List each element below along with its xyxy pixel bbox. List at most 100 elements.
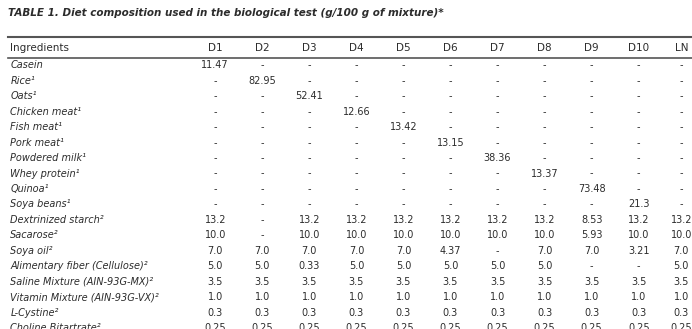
Text: -: -: [680, 153, 683, 163]
Text: 1.0: 1.0: [208, 292, 223, 302]
Text: 1.0: 1.0: [631, 292, 646, 302]
Text: -: -: [590, 122, 594, 132]
Text: -: -: [448, 199, 453, 210]
Text: 10.0: 10.0: [628, 230, 649, 240]
Text: 0.25: 0.25: [251, 323, 273, 329]
Text: 1.0: 1.0: [584, 292, 599, 302]
Text: -: -: [260, 153, 264, 163]
Text: -: -: [354, 60, 358, 70]
Text: 0.3: 0.3: [537, 308, 552, 318]
Text: 3.21: 3.21: [628, 246, 650, 256]
Text: 13.2: 13.2: [534, 215, 556, 225]
Text: 10.0: 10.0: [534, 230, 555, 240]
Text: 13.2: 13.2: [204, 215, 226, 225]
Text: 7.0: 7.0: [396, 246, 411, 256]
Text: 5.0: 5.0: [490, 261, 505, 271]
Text: -: -: [448, 153, 453, 163]
Text: -: -: [590, 60, 594, 70]
Text: -: -: [637, 122, 641, 132]
Text: -: -: [495, 246, 500, 256]
Text: 0.25: 0.25: [534, 323, 556, 329]
Text: -: -: [401, 60, 406, 70]
Text: -: -: [260, 138, 264, 148]
Text: Sacarose²: Sacarose²: [10, 230, 59, 240]
Text: Pork meat¹: Pork meat¹: [10, 138, 64, 148]
Text: 0.25: 0.25: [671, 323, 692, 329]
Text: -: -: [680, 138, 683, 148]
Text: 13.2: 13.2: [298, 215, 320, 225]
Text: -: -: [495, 76, 500, 86]
Text: 5.0: 5.0: [537, 261, 552, 271]
Text: D3: D3: [302, 43, 317, 53]
Text: -: -: [448, 168, 453, 179]
Text: 0.3: 0.3: [349, 308, 364, 318]
Text: 7.0: 7.0: [673, 246, 689, 256]
Text: 0.25: 0.25: [392, 323, 415, 329]
Text: 1.0: 1.0: [673, 292, 689, 302]
Text: -: -: [495, 60, 500, 70]
Text: Powdered milk¹: Powdered milk¹: [10, 153, 86, 163]
Text: -: -: [680, 91, 683, 101]
Text: -: -: [680, 107, 683, 117]
Text: -: -: [213, 199, 217, 210]
Text: -: -: [401, 76, 406, 86]
Text: 1.0: 1.0: [396, 292, 411, 302]
Text: 8.53: 8.53: [581, 215, 603, 225]
Text: 7.0: 7.0: [584, 246, 599, 256]
Text: -: -: [590, 153, 594, 163]
Text: -: -: [590, 138, 594, 148]
Text: 10.0: 10.0: [393, 230, 414, 240]
Text: 13.2: 13.2: [439, 215, 462, 225]
Text: -: -: [260, 199, 264, 210]
Text: 5.0: 5.0: [208, 261, 223, 271]
Text: -: -: [260, 91, 264, 101]
Text: 11.47: 11.47: [201, 60, 229, 70]
Text: -: -: [543, 107, 547, 117]
Text: 0.3: 0.3: [255, 308, 270, 318]
Text: -: -: [401, 168, 406, 179]
Text: 3.5: 3.5: [208, 277, 223, 287]
Text: 73.48: 73.48: [578, 184, 606, 194]
Text: -: -: [354, 76, 358, 86]
Text: D5: D5: [396, 43, 411, 53]
Text: -: -: [637, 138, 641, 148]
Text: 3.5: 3.5: [631, 277, 646, 287]
Text: -: -: [680, 168, 683, 179]
Text: Fish meat¹: Fish meat¹: [10, 122, 62, 132]
Text: D10: D10: [628, 43, 649, 53]
Text: 21.3: 21.3: [628, 199, 650, 210]
Text: -: -: [213, 138, 217, 148]
Text: -: -: [401, 107, 406, 117]
Text: 1.0: 1.0: [255, 292, 270, 302]
Text: 10.0: 10.0: [487, 230, 508, 240]
Text: -: -: [590, 199, 594, 210]
Text: 13.2: 13.2: [486, 215, 509, 225]
Text: 0.25: 0.25: [439, 323, 462, 329]
Text: -: -: [448, 91, 453, 101]
Text: -: -: [637, 261, 641, 271]
Text: Oats¹: Oats¹: [10, 91, 37, 101]
Text: -: -: [495, 138, 500, 148]
Text: 0.25: 0.25: [628, 323, 650, 329]
Text: 13.37: 13.37: [531, 168, 558, 179]
Text: D8: D8: [537, 43, 552, 53]
Text: -: -: [213, 184, 217, 194]
Text: -: -: [543, 184, 547, 194]
Text: 7.0: 7.0: [302, 246, 317, 256]
Text: -: -: [680, 184, 683, 194]
Text: -: -: [543, 60, 547, 70]
Text: -: -: [307, 184, 311, 194]
Text: Rice¹: Rice¹: [10, 76, 35, 86]
Text: -: -: [637, 168, 641, 179]
Text: 38.36: 38.36: [484, 153, 511, 163]
Text: 0.3: 0.3: [584, 308, 599, 318]
Text: -: -: [637, 107, 641, 117]
Text: LN: LN: [675, 43, 688, 53]
Text: -: -: [495, 184, 500, 194]
Text: -: -: [354, 153, 358, 163]
Text: 0.3: 0.3: [302, 308, 317, 318]
Text: D2: D2: [255, 43, 270, 53]
Text: -: -: [495, 168, 500, 179]
Text: 5.0: 5.0: [349, 261, 364, 271]
Text: Quinoa¹: Quinoa¹: [10, 184, 49, 194]
